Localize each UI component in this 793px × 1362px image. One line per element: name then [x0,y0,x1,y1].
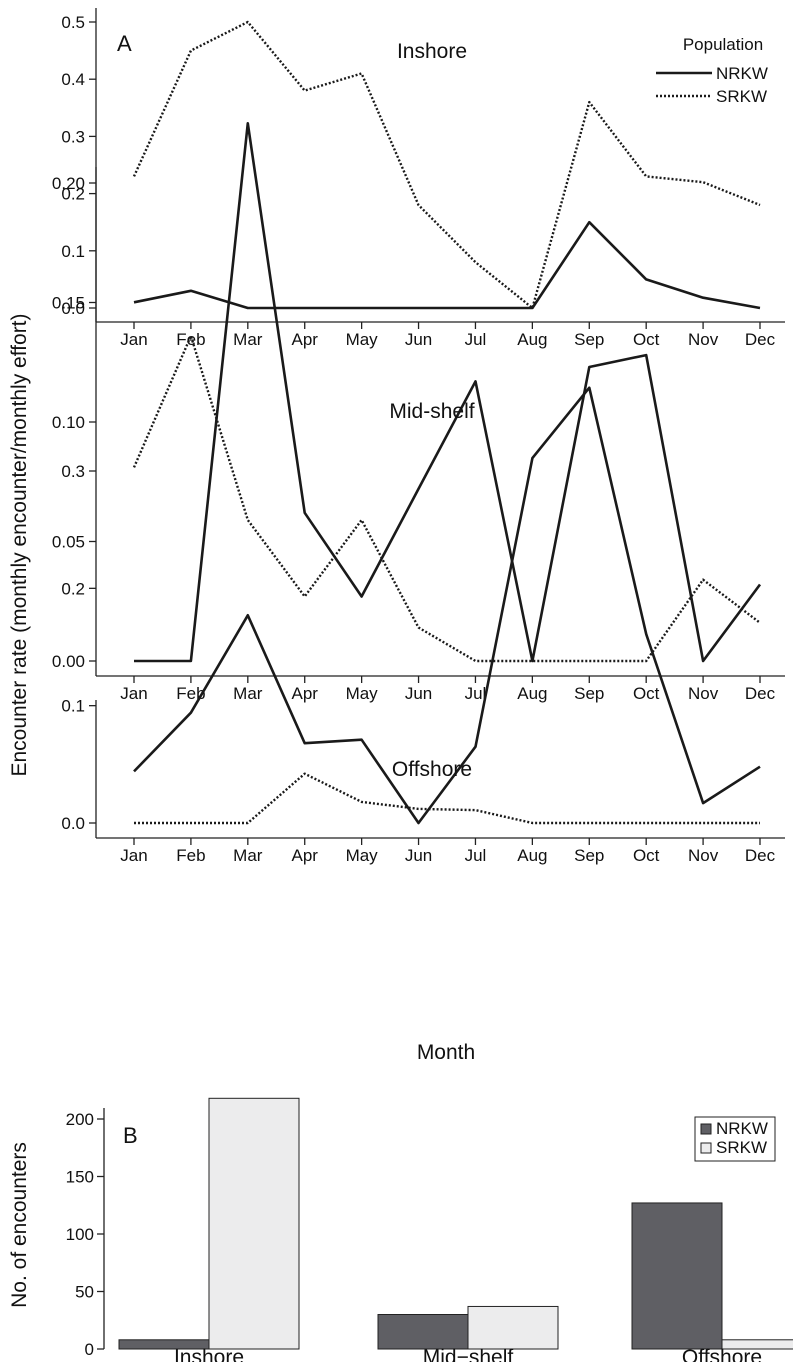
series-line-nrkw [133,220,761,310]
y-tick-label: 0.2 [61,579,85,598]
x-tick-label-jan: Jan [120,846,147,865]
y-tick-label: 0.10 [52,413,85,432]
x-tick-label-apr: Apr [291,330,318,349]
line-panel-3: 0.0 0.1 0.2 0.3 Jan Feb Mar Apr May Jun Jul Aug Sep O… [61,386,785,865]
bar-y-tick-label: 150 [66,1168,94,1187]
bar-y-tick-label: 50 [75,1283,94,1302]
x-tick-label-jul: Jul [465,684,487,703]
y-tick-label: 0.3 [61,462,85,481]
x-tick-label-may: May [346,330,379,349]
y-tick-label: 0.0 [61,814,85,833]
legend-swatch-srkw [700,1142,712,1154]
x-axis-label-month: Month [417,1041,475,1064]
y-tick-label: 0.15 [52,294,85,313]
x-tick-label-jul: Jul [465,846,487,865]
y-tick-label: 0.5 [61,13,85,32]
x-tick-label-aug: Aug [517,684,547,703]
x-tick-label-may: May [346,684,379,703]
legend-title: Population [683,35,763,54]
x-tick-label-jun: Jun [405,330,432,349]
panel-title: Offshore [392,758,472,781]
x-tick-label-mar: Mar [233,684,263,703]
x-tick-label-oct: Oct [633,846,660,865]
y-axis-label-encounter-rate: Encounter rate (monthly encounter/monthl… [8,313,31,776]
bar-panel-b: 0 50 100 150 200 No. of encounters B Inshore Mid… [8,1097,793,1362]
bar-srkw-1 [467,1305,559,1350]
legend-label-nrkw: NRKW [716,1119,768,1138]
x-tick-label-oct: Oct [633,330,660,349]
legend-line: Population NRKW SRKW [656,35,768,106]
y-tick-label: 0.3 [61,127,85,146]
x-tick-label-may: May [346,846,379,865]
legend-swatch-nrkw [700,1123,712,1135]
x-tick-label-jul: Jul [465,330,487,349]
panels-layer: 0.0 0.1 0.2 0.3 0.4 0.5 Jan Feb Mar Apr May Jun Jul A… [8,8,793,1362]
y-tick-label: 0.1 [61,697,85,716]
legend-label-nrkw: NRKW [716,64,768,83]
y-tick-label: 0.05 [52,533,85,552]
bar-category-label: Mid−shelf [423,1346,514,1362]
x-tick-label-feb: Feb [176,330,205,349]
x-tick-label-nov: Nov [688,684,719,703]
panel-label-b: B [123,1123,138,1148]
bar-nrkw-1 [377,1314,469,1350]
y-tick-label: 0.1 [61,242,85,261]
x-tick-label-sep: Sep [574,846,604,865]
x-tick-label-dec: Dec [745,684,776,703]
panel-title: Mid-shelf [389,400,474,423]
x-tick-label-mar: Mar [233,330,263,349]
x-tick-label-aug: Aug [517,330,547,349]
bar-category-label: Offshore [682,1346,762,1362]
series-line-nrkw [133,386,761,825]
bar-y-tick-label: 200 [66,1110,94,1129]
bar-y-tick-label: 100 [66,1225,94,1244]
x-tick-label-feb: Feb [176,846,205,865]
x-tick-label-dec: Dec [745,330,776,349]
bar-srkw-0 [208,1097,300,1350]
x-tick-label-nov: Nov [688,330,719,349]
legend-label-srkw: SRKW [716,1138,767,1157]
legend-label-srkw: SRKW [716,87,767,106]
bar-y-axis-label: No. of encounters [8,1142,31,1308]
x-tick-label-sep: Sep [574,684,604,703]
bar-category-label: Inshore [174,1346,244,1362]
line-panel-1: 0.0 0.1 0.2 0.3 0.4 0.5 Jan Feb Mar Apr May Jun Jul A… [61,8,785,349]
x-tick-label-aug: Aug [517,846,547,865]
x-tick-label-jun: Jun [405,846,432,865]
panel-label-a: A [117,31,132,56]
series-line-srkw [134,772,760,825]
x-tick-label-jan: Jan [120,330,147,349]
x-tick-label-nov: Nov [688,846,719,865]
x-tick-label-apr: Apr [291,684,318,703]
x-tick-label-jun: Jun [405,684,432,703]
panel-title: Inshore [397,40,467,63]
x-tick-label-dec: Dec [745,846,776,865]
x-tick-label-oct: Oct [633,684,660,703]
x-tick-label-sep: Sep [574,330,604,349]
y-tick-label: 0.00 [52,652,85,671]
bar-y-tick-label: 0 [85,1340,94,1359]
bar-srkw-2 [721,1339,793,1350]
x-tick-label-jan: Jan [120,684,147,703]
line-panel-2: 0.00 0.05 0.10 0.15 0.20 Jan Feb Mar Apr May Jun Ju… [52,122,785,703]
y-tick-label: 0.2 [61,185,85,204]
bar-nrkw-2 [631,1202,723,1350]
x-tick-label-apr: Apr [291,846,318,865]
x-tick-label-mar: Mar [233,846,263,865]
y-tick-label: 0.4 [61,70,85,89]
series-line-nrkw [134,122,762,663]
series-line-srkw [132,20,761,310]
y-tick-label: 0.20 [52,174,85,193]
series-line-srkw [132,334,761,663]
y-tick-label: 0.0 [61,299,85,318]
